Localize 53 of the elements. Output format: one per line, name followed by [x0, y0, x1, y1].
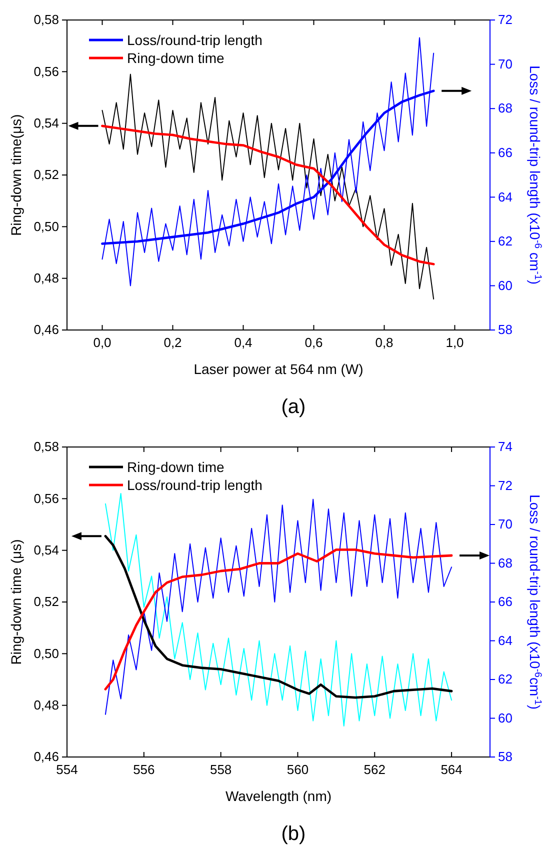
- x-axis-title: Laser power at 564 nm (W): [194, 361, 364, 377]
- y-tick-label: 0,58: [34, 12, 59, 28]
- y2-tick-label: 72: [498, 12, 512, 28]
- y2-tick-label: 74: [498, 439, 512, 454]
- y-tick-label: 0,50: [34, 646, 59, 661]
- x-tick-label: 1,0: [446, 335, 464, 350]
- y2-tick-label: 62: [498, 672, 512, 687]
- x-tick-label: 0,4: [234, 335, 252, 350]
- x-tick-label: 562: [364, 762, 386, 778]
- legend-label: Ring-down time: [127, 50, 224, 66]
- y-axis-title: Ring-down time (μs): [8, 539, 24, 665]
- x-tick-label: 0,0: [93, 335, 112, 350]
- x-tick-label: 560: [286, 762, 309, 778]
- x-tick-label: 564: [440, 762, 462, 778]
- y2-tick-label: 60: [498, 710, 512, 726]
- y-tick-label: 0,54: [34, 542, 59, 558]
- y2-tick-label: 64: [498, 632, 512, 648]
- y2-tick-label: 58: [498, 749, 512, 764]
- y2-tick-label: 68: [498, 100, 512, 116]
- x-tick-label: 0,6: [304, 335, 323, 350]
- y-axis-title: Ring-down time(μs): [8, 114, 24, 236]
- y-tick-label: 0,58: [34, 439, 59, 454]
- y2-tick-label: 58: [498, 322, 512, 338]
- y2-tick-label: 60: [498, 278, 512, 293]
- legend-label: Loss/round-trip length: [127, 32, 262, 48]
- y-tick-label: 0,56: [34, 64, 59, 79]
- x-tick-label: 554: [56, 762, 78, 778]
- x-tick-label: 0,2: [164, 335, 182, 350]
- y2-tick-label: 66: [498, 145, 512, 160]
- y2-tick-label: 72: [498, 478, 512, 493]
- y2-tick-label: 68: [498, 555, 512, 570]
- legend-label: Loss/round-trip length: [127, 477, 262, 493]
- x-axis-title: Wavelength (nm): [225, 788, 332, 804]
- x-tick-label: 556: [133, 762, 155, 778]
- y2-tick-label: 62: [498, 234, 512, 249]
- y2-tick-label: 70: [498, 56, 512, 72]
- y-tick-label: 0,52: [34, 167, 59, 182]
- y-tick-label: 0,56: [34, 490, 59, 506]
- y-tick-label: 0,52: [34, 594, 59, 610]
- y-tick-label: 0,54: [34, 115, 59, 130]
- text: (b): [281, 823, 306, 845]
- y-tick-label: 0,48: [34, 270, 59, 286]
- legend-label: Ring-down time: [127, 459, 224, 475]
- y2-tick-label: 70: [498, 516, 512, 532]
- y-tick-label: 0,50: [34, 218, 59, 234]
- y2-tick-label: 66: [498, 594, 512, 610]
- y2-tick-label: 64: [498, 189, 512, 204]
- x-tick-label: 558: [210, 762, 232, 778]
- y-tick-label: 0,48: [34, 697, 59, 712]
- text: (a): [281, 396, 306, 418]
- y-tick-label: 0,46: [34, 322, 59, 338]
- x-tick-label: 0,8: [375, 335, 394, 350]
- y-tick-label: 0,46: [34, 749, 59, 764]
